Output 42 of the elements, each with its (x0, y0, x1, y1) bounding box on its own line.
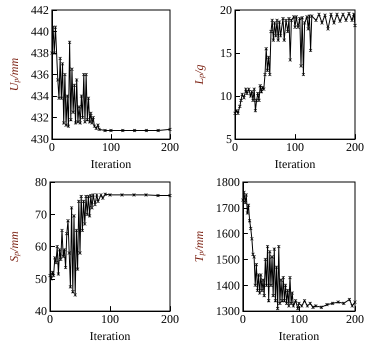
x-tick-label: 0 (232, 140, 238, 154)
y-tick-label: 70 (35, 207, 47, 222)
x-tick-label: 100 (286, 140, 304, 154)
x-tick-label: 200 (161, 312, 179, 326)
y-tick-label: 442 (30, 3, 49, 17)
y-tick-label: 50 (35, 272, 47, 286)
x-tick-label: 0 (47, 312, 53, 326)
x-axis-title: Iteration (90, 329, 130, 343)
y-tick-label: 1400 (216, 278, 240, 292)
x-tick-label: 200 (346, 140, 364, 154)
y-tick-label: 1700 (216, 200, 240, 215)
x-tick-label: 0 (240, 312, 246, 326)
x-tick-label: 100 (290, 312, 308, 326)
y-tick-label: 436 (30, 68, 49, 82)
x-axis-title: Iteration (90, 157, 132, 171)
y-tick-label: 440 (30, 24, 49, 39)
y-tick-label: 438 (30, 46, 49, 60)
x-axis-title: Iteration (278, 329, 320, 343)
y-axis-title: Tp/mm (192, 230, 206, 262)
x-tick-label: 100 (101, 312, 119, 326)
x-tick-label: 200 (161, 140, 179, 154)
y-tick-label: 80 (35, 175, 47, 189)
y-tick-label: 434 (30, 89, 49, 104)
x-tick-label: 0 (48, 140, 55, 154)
y-axis-title: Lp/g (192, 64, 206, 86)
y-tick-label: 20 (220, 3, 232, 17)
y-axis-title: Sp/mm (7, 230, 21, 262)
y-tick-label: 1500 (216, 252, 240, 266)
x-tick-label: 100 (102, 140, 120, 154)
y-tick-label: 1600 (216, 226, 240, 241)
y-tick-label: 430 (30, 132, 49, 146)
y-tick-label: 1300 (216, 304, 240, 318)
y-tick-label: 1800 (216, 175, 240, 189)
y-tick-label: 40 (35, 304, 47, 318)
x-tick-label: 200 (346, 312, 364, 326)
y-tick-label: 60 (35, 240, 47, 254)
y-tick-label: 15 (220, 46, 232, 60)
x-axis-title: Iteration (274, 157, 316, 171)
y-axis-title: Up/mm (7, 58, 21, 92)
y-tick-label: 5 (226, 132, 232, 146)
y-tick-label: 432 (30, 110, 49, 125)
y-tick-label: 10 (220, 89, 232, 104)
